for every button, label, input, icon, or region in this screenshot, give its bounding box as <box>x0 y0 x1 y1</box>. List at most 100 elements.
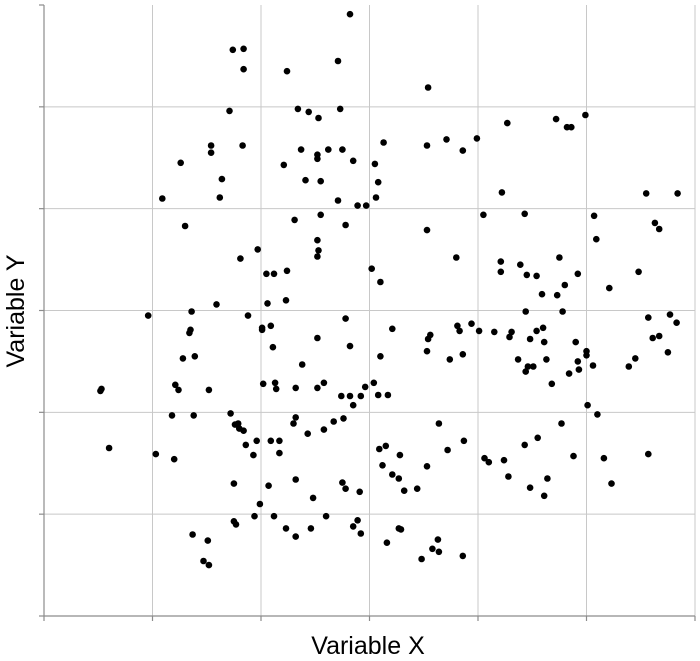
data-point <box>346 342 354 350</box>
data-point <box>664 349 672 356</box>
data-point <box>259 380 267 388</box>
data-point <box>395 475 403 482</box>
data-point <box>270 270 278 278</box>
data-point <box>314 253 321 260</box>
data-point <box>361 383 369 391</box>
data-point <box>594 411 601 418</box>
data-point <box>625 363 633 370</box>
data-point <box>517 261 524 269</box>
data-point <box>320 379 328 387</box>
data-point <box>540 338 548 346</box>
data-point <box>191 353 199 360</box>
data-point <box>506 333 513 341</box>
data-point <box>271 379 279 387</box>
grid <box>44 5 696 616</box>
data-point <box>234 420 242 427</box>
data-point <box>254 246 261 253</box>
data-point <box>339 479 346 486</box>
data-point <box>568 123 575 131</box>
data-point <box>267 437 275 445</box>
data-point <box>526 335 534 343</box>
data-point <box>444 446 451 454</box>
data-point <box>317 211 325 219</box>
data-point <box>606 284 613 292</box>
data-point <box>263 270 270 278</box>
data-point <box>269 343 277 351</box>
data-point <box>389 471 396 478</box>
axes <box>39 4 696 621</box>
data-point <box>216 194 224 201</box>
data-point <box>304 430 312 438</box>
data-point <box>480 211 487 219</box>
data-point <box>548 380 556 388</box>
data-point <box>362 202 370 209</box>
data-point <box>282 525 290 532</box>
data-point <box>372 194 380 201</box>
data-point <box>340 415 347 422</box>
data-point <box>297 146 305 153</box>
data-point <box>423 347 431 355</box>
data-point <box>354 517 361 524</box>
data-point <box>302 176 309 184</box>
data-point <box>207 149 215 156</box>
data-point <box>292 414 300 421</box>
data-point <box>446 356 454 363</box>
data-point <box>276 437 283 445</box>
data-point <box>291 216 298 224</box>
data-point <box>460 437 468 445</box>
data-point <box>427 331 434 339</box>
data-point <box>354 202 361 209</box>
data-point <box>651 219 659 227</box>
data-point <box>314 334 321 342</box>
data-point <box>642 190 650 197</box>
data-point <box>379 462 386 469</box>
data-point <box>189 531 196 538</box>
data-point <box>552 115 560 123</box>
data-point <box>635 268 642 276</box>
data-point <box>349 523 357 530</box>
data-point <box>504 119 511 127</box>
data-point <box>258 326 266 334</box>
data-point <box>424 84 432 91</box>
data-point <box>230 480 238 487</box>
data-point <box>434 536 442 543</box>
data-point <box>368 265 376 273</box>
data-point <box>559 308 566 315</box>
data-point <box>544 475 551 482</box>
data-point <box>330 418 338 425</box>
data-point <box>322 512 330 520</box>
data-point <box>600 454 608 462</box>
data-point <box>583 352 590 359</box>
data-point <box>370 379 378 387</box>
data-point <box>272 385 280 393</box>
data-point <box>298 361 306 368</box>
data-point <box>357 530 365 537</box>
data-point <box>213 301 220 308</box>
data-point <box>655 332 663 340</box>
data-point <box>305 108 313 116</box>
data-point <box>384 391 392 399</box>
data-point <box>570 452 577 460</box>
data-point <box>172 381 179 389</box>
data-point <box>377 353 384 360</box>
data-point <box>674 190 681 197</box>
data-point <box>575 366 583 373</box>
data-point <box>349 401 357 409</box>
data-point <box>572 338 579 346</box>
data-point <box>505 473 512 480</box>
data-point <box>468 320 475 328</box>
data-point <box>314 155 321 163</box>
data-point <box>561 281 569 289</box>
data-point <box>526 484 534 492</box>
data-point <box>315 114 322 122</box>
data-point <box>307 525 315 532</box>
data-point <box>256 500 264 508</box>
data-point <box>144 312 152 319</box>
data-point <box>553 291 561 299</box>
data-point <box>533 272 540 280</box>
data-point <box>177 159 184 167</box>
data-point <box>522 308 529 315</box>
data-point <box>190 412 197 419</box>
data-point <box>181 222 189 230</box>
data-point <box>593 235 600 243</box>
